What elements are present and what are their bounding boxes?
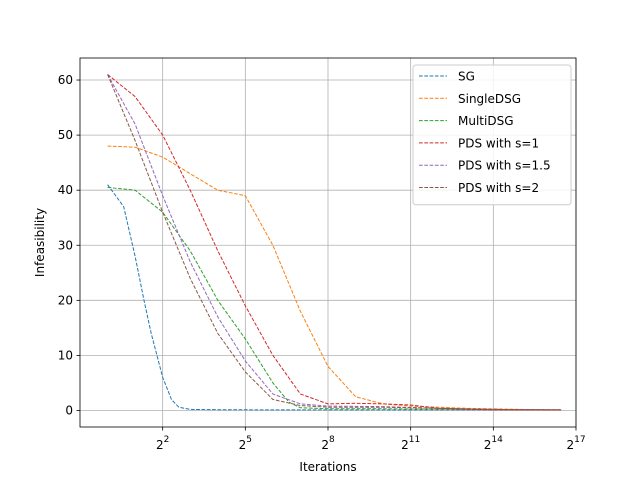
x-axis-label: Iterations xyxy=(299,460,356,474)
series-line-2 xyxy=(107,186,562,411)
x-tick-label: 211 xyxy=(401,435,420,452)
x-tick-label: 214 xyxy=(484,435,503,452)
x-axis-ticks: 22 25 28 211 214 217 xyxy=(156,427,586,452)
series-line-0 xyxy=(107,184,562,411)
y-tick-label: 20 xyxy=(58,293,73,307)
y-tick-label: 30 xyxy=(58,238,73,252)
y-tick-label: 10 xyxy=(58,348,73,362)
x-tick-exponent: 2 xyxy=(164,435,170,445)
x-tick-exponent: 11 xyxy=(409,435,420,445)
x-tick-label: 25 xyxy=(239,435,252,452)
x-tick-label: 217 xyxy=(566,435,585,452)
series-line-5 xyxy=(107,74,562,411)
legend-label: MultiDSG xyxy=(458,114,514,128)
series-line-4 xyxy=(107,74,562,411)
x-tick-exponent: 8 xyxy=(329,435,335,445)
series-line-1 xyxy=(107,145,562,411)
legend-box xyxy=(412,64,572,206)
x-tick-base: 2 xyxy=(156,438,164,452)
legend-label: PDS with s=1.5 xyxy=(458,159,551,173)
x-tick-exponent: 14 xyxy=(491,435,503,445)
x-tick-exponent: 5 xyxy=(246,435,252,445)
x-tick-label: 22 xyxy=(156,435,169,452)
legend: SG SingleDSG MultiDSG PDS with s=1 PDS with … xyxy=(412,64,572,206)
x-tick-base: 2 xyxy=(401,438,409,452)
legend-label: PDS with s=2 xyxy=(458,181,539,195)
x-tick-base: 2 xyxy=(321,438,329,452)
y-tick-label: 0 xyxy=(65,403,73,417)
x-tick-base: 2 xyxy=(239,438,247,452)
x-tick-label: 28 xyxy=(321,435,335,452)
x-tick-base: 2 xyxy=(484,438,492,452)
legend-label: PDS with s=1 xyxy=(458,136,539,150)
x-tick-base: 2 xyxy=(566,438,574,452)
y-tick-label: 40 xyxy=(58,183,73,197)
x-tick-exponent: 17 xyxy=(574,435,585,445)
legend-label: SG xyxy=(458,70,475,84)
y-axis-label: Infeasibility xyxy=(33,208,47,277)
y-tick-label: 50 xyxy=(58,128,73,142)
y-axis-ticks: 0 10 20 30 40 50 60 xyxy=(58,73,80,417)
y-tick-label: 60 xyxy=(58,73,73,87)
series-lines xyxy=(107,74,562,411)
legend-label: SingleDSG xyxy=(458,92,521,106)
series-line-3 xyxy=(107,74,562,411)
